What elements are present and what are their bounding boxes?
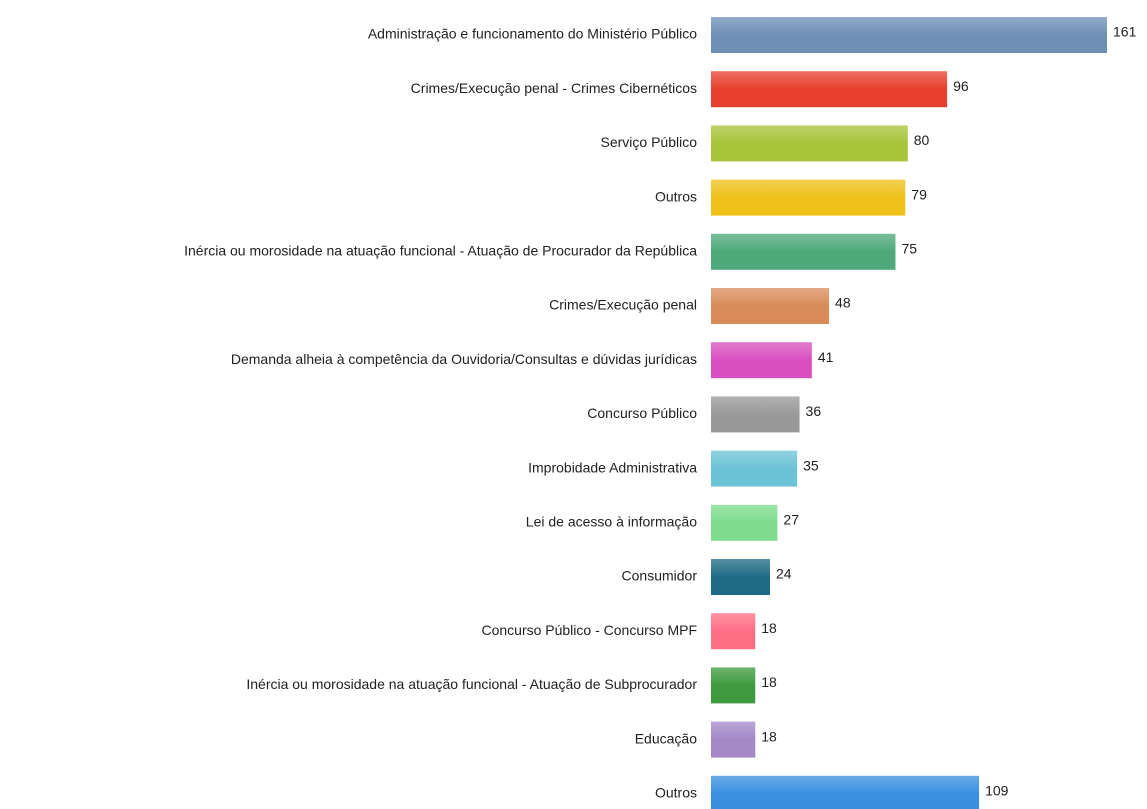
category-label: Outros bbox=[655, 188, 697, 204]
category-label: Lei de acesso à informação bbox=[526, 514, 697, 530]
value-label: 48 bbox=[835, 295, 851, 311]
bar bbox=[711, 17, 1107, 53]
category-label: Concurso Público bbox=[587, 405, 697, 421]
bar bbox=[711, 613, 756, 650]
value-label: 96 bbox=[953, 78, 969, 94]
category-label: Crimes/Execução penal bbox=[549, 297, 697, 313]
bar bbox=[711, 667, 756, 704]
bar bbox=[711, 233, 896, 270]
bar bbox=[711, 125, 908, 162]
value-label: 79 bbox=[911, 186, 927, 202]
bar bbox=[711, 288, 830, 324]
bar bbox=[711, 450, 798, 487]
category-label: Serviço Público bbox=[601, 134, 698, 150]
category-label: Educação bbox=[635, 730, 697, 746]
value-label: 75 bbox=[901, 241, 917, 257]
bar bbox=[711, 775, 980, 809]
value-label: 80 bbox=[914, 132, 930, 148]
category-label: Improbidade Administrativa bbox=[528, 459, 697, 475]
category-label: Consumidor bbox=[622, 568, 698, 584]
value-label: 109 bbox=[985, 783, 1009, 799]
value-label: 41 bbox=[818, 349, 834, 365]
value-label: 36 bbox=[806, 403, 822, 419]
category-label: Inércia ou morosidade na atuação funcion… bbox=[246, 676, 697, 692]
category-label: Inércia ou morosidade na atuação funcion… bbox=[184, 243, 697, 259]
value-label: 18 bbox=[761, 620, 777, 636]
value-label: 18 bbox=[761, 674, 777, 690]
value-label: 18 bbox=[761, 728, 777, 744]
bar bbox=[711, 504, 778, 541]
value-label: 35 bbox=[803, 457, 819, 473]
category-label: Crimes/Execução penal - Crimes Cibernéti… bbox=[411, 80, 697, 96]
category-label: Concurso Público - Concurso MPF bbox=[481, 622, 697, 638]
value-label: 24 bbox=[776, 566, 792, 582]
value-label: 27 bbox=[783, 512, 799, 528]
bar bbox=[711, 559, 771, 595]
category-label: Administração e funcionamento do Ministé… bbox=[368, 26, 697, 42]
category-label: Outros bbox=[655, 785, 697, 801]
bar bbox=[711, 342, 812, 379]
bar bbox=[711, 179, 906, 216]
bar bbox=[711, 396, 800, 433]
value-label: 161 bbox=[1113, 24, 1137, 40]
category-label: Demanda alheia à competência da Ouvidori… bbox=[231, 351, 697, 367]
bar bbox=[711, 721, 756, 758]
bar bbox=[711, 71, 948, 108]
